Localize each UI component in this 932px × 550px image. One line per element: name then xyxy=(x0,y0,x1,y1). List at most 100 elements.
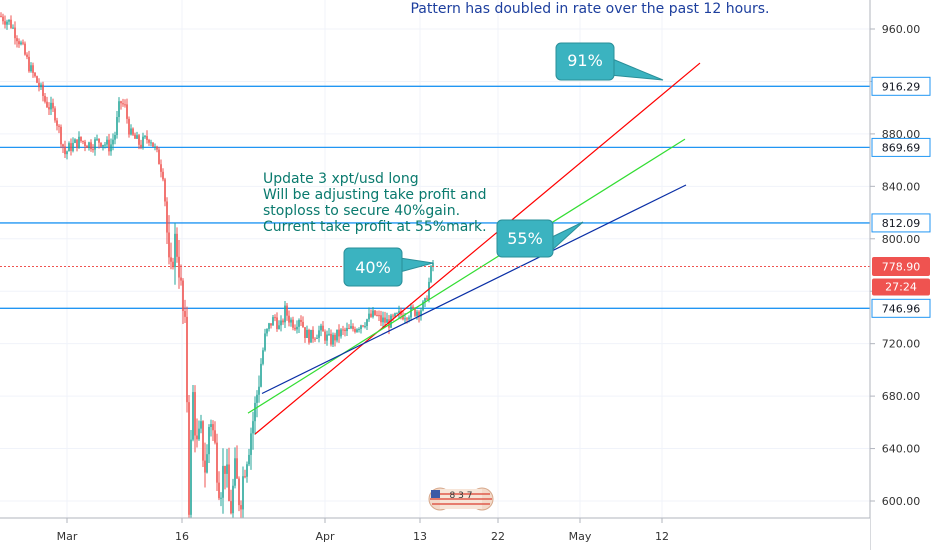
candle-body xyxy=(192,392,194,440)
candle-body xyxy=(330,333,332,345)
candle-body xyxy=(340,329,342,337)
candle-body xyxy=(290,319,292,323)
level-tag-box xyxy=(871,213,931,233)
candle-body xyxy=(410,306,412,318)
candle-body xyxy=(426,298,428,300)
candle-body xyxy=(398,311,400,314)
candle-body xyxy=(338,329,340,337)
candle-body xyxy=(286,305,288,316)
price-tick-label: 800.00 xyxy=(882,233,921,246)
candle-body xyxy=(350,326,352,329)
candle-body xyxy=(404,318,406,320)
candle-body xyxy=(322,325,324,332)
update-note: Update 3 xpt/usd long Will be adjusting … xyxy=(263,171,487,235)
callout-91-label: 91% xyxy=(567,51,603,70)
time-tick-label: 12 xyxy=(655,530,669,543)
candle-body xyxy=(390,315,392,328)
candle-body xyxy=(248,454,250,465)
candle-body xyxy=(92,149,94,151)
candle-body xyxy=(156,146,158,150)
candle-body xyxy=(176,233,178,257)
green-trendline[interactable] xyxy=(247,138,686,414)
candle-body xyxy=(366,319,368,327)
callout-40[interactable]: 40% xyxy=(343,247,434,287)
candle-body xyxy=(412,306,414,308)
candle-body xyxy=(318,330,320,338)
countdown-tag-value: 27:24 xyxy=(885,280,917,293)
candle-body xyxy=(34,72,36,77)
candle-body xyxy=(382,317,384,323)
candle-body xyxy=(72,142,74,151)
time-axis-ticks: Mar 16 Apr 13 22 May 12 xyxy=(57,518,669,543)
time-tick-label: 22 xyxy=(491,530,505,543)
candle-body xyxy=(324,331,326,341)
candle-body xyxy=(316,337,318,339)
note-line-4: Current take profit at 55%mark. xyxy=(263,219,487,235)
candle-body xyxy=(356,329,358,332)
candle-body xyxy=(420,310,422,317)
candle-body xyxy=(292,319,294,328)
candle-body xyxy=(142,136,144,148)
candle-body xyxy=(146,136,148,140)
price-tick-label: 600.00 xyxy=(882,495,921,508)
note-line-1: Update 3 xpt/usd long xyxy=(263,171,419,187)
candle-body xyxy=(108,139,110,152)
candle-body xyxy=(402,314,404,320)
candle-body xyxy=(288,315,290,323)
candle-body xyxy=(38,82,40,88)
candle-body xyxy=(320,325,322,331)
candle-body xyxy=(242,476,244,510)
level-tag-value: 916.29 xyxy=(882,80,921,93)
candle-body xyxy=(328,333,330,335)
candle-body xyxy=(264,333,266,351)
candle-body xyxy=(252,421,254,434)
candle-body xyxy=(60,126,62,145)
candle-body xyxy=(232,485,234,514)
flags-watermark: 8 3 7 xyxy=(428,487,494,511)
candle-body xyxy=(238,478,240,506)
candle-body xyxy=(260,363,262,387)
candle-body xyxy=(346,328,348,332)
candle-body xyxy=(210,424,212,427)
level-tag-box xyxy=(871,298,931,318)
red-trendline[interactable] xyxy=(254,62,701,435)
time-tick-label: Mar xyxy=(57,530,78,543)
candle-body xyxy=(158,149,160,165)
candle-body xyxy=(126,104,128,119)
candle-body xyxy=(302,321,304,328)
candle-body xyxy=(26,54,28,57)
flags-digits: 8 3 7 xyxy=(450,491,473,501)
blue-trendline[interactable] xyxy=(261,184,687,395)
candle-body xyxy=(432,262,434,267)
candle-body xyxy=(226,464,228,474)
candle-body xyxy=(294,327,296,330)
candle-body xyxy=(250,433,252,455)
candle-body xyxy=(124,104,126,106)
candle-body xyxy=(430,266,432,282)
candle-body xyxy=(202,421,204,461)
candle-body xyxy=(336,329,338,341)
level-tag-box xyxy=(871,76,931,96)
candle-body xyxy=(170,257,172,262)
candle-body xyxy=(326,334,328,341)
candle-body xyxy=(168,232,170,258)
candle-body xyxy=(110,144,112,152)
candle-body xyxy=(0,15,2,17)
candle-body xyxy=(138,135,140,145)
candle-body xyxy=(84,141,86,146)
candle-body xyxy=(254,402,256,422)
level-tag-box xyxy=(871,137,931,157)
candle-body xyxy=(228,464,230,502)
candle-body xyxy=(152,142,154,147)
candle-body xyxy=(218,482,220,499)
candle-body xyxy=(280,320,282,326)
candle-body xyxy=(370,313,372,317)
candle-body xyxy=(82,140,84,142)
callout-55[interactable]: 55% xyxy=(496,219,584,258)
candle-body xyxy=(56,120,58,126)
countdown-tag-box xyxy=(872,278,930,296)
note-line-3: stoploss to secure 40%gain. xyxy=(263,203,460,219)
callout-91[interactable]: 91% xyxy=(555,42,664,81)
candle-body xyxy=(18,41,20,45)
